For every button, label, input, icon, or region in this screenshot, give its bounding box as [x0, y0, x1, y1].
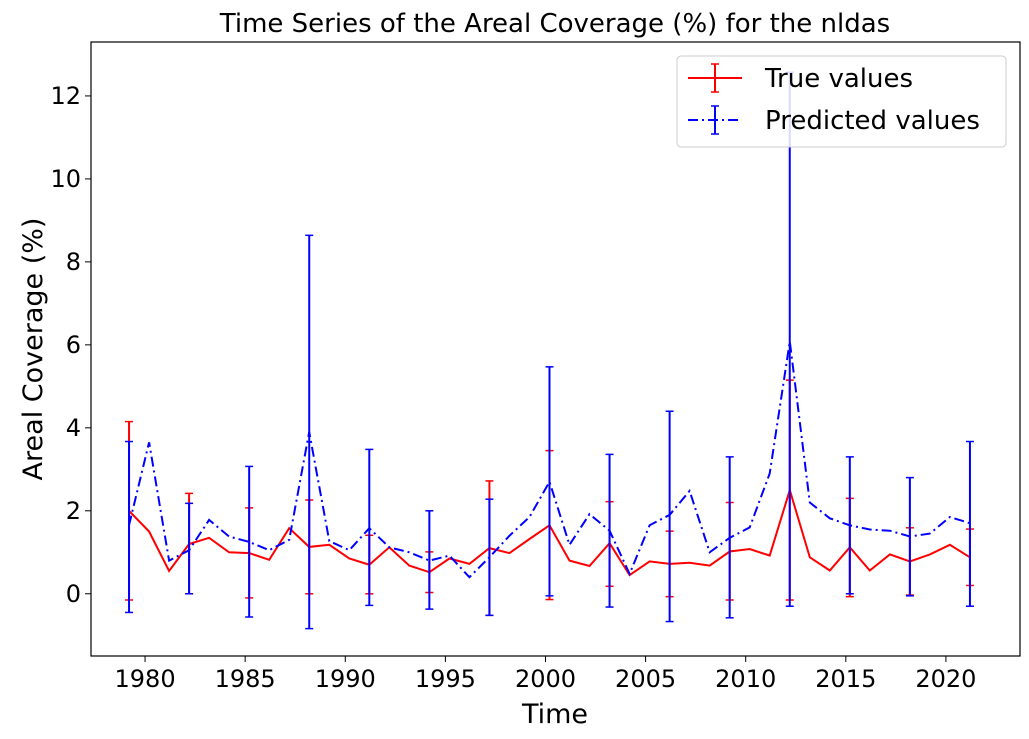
plot-area-frame: [90, 41, 1021, 657]
x-tick-label: 1985: [215, 665, 276, 693]
x-tick-label: 2015: [815, 665, 876, 693]
x-tick-label: 2000: [515, 665, 576, 693]
x-tick-label: 2010: [715, 665, 776, 693]
legend-handle: [688, 63, 742, 93]
legend-handle: [688, 105, 742, 135]
series-predicted-values: [125, 71, 974, 630]
x-axis: 1980 1985 1990 1995 2000 2005 2010 2015 2020: [115, 656, 976, 693]
y-axis: 0 2 4 6 8 10 12: [50, 82, 91, 608]
x-tick-label: 1990: [315, 665, 376, 693]
x-tick-label: 2005: [615, 665, 676, 693]
y-tick-label: 0: [66, 580, 81, 608]
y-tick-label: 2: [66, 497, 81, 525]
y-tick-label: 8: [66, 248, 81, 276]
x-tick-label: 1995: [415, 665, 476, 693]
y-tick-label: 12: [50, 82, 81, 110]
y-axis-title: Areal Coverage (%): [18, 218, 49, 481]
legend: True values Predicted values: [676, 55, 1007, 148]
x-axis-title: Time: [521, 699, 588, 730]
chart-title: Time Series of the Areal Coverage (%) fo…: [219, 9, 890, 39]
series-line: [128, 341, 971, 579]
legend-label: Predicted values: [765, 106, 980, 136]
y-tick-label: 4: [66, 414, 81, 442]
legend-label: True values: [764, 64, 913, 94]
y-tick-label: 10: [50, 165, 81, 193]
y-tick-label: 6: [66, 331, 81, 359]
legend-box: [676, 55, 1007, 148]
x-tick-label: 1980: [115, 665, 176, 693]
x-tick-label: 2020: [915, 665, 976, 693]
